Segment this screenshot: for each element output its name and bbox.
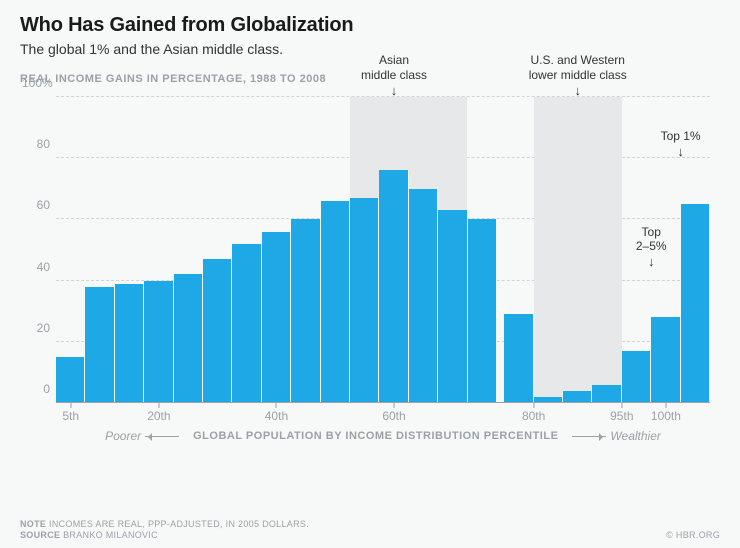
bar	[174, 274, 203, 403]
x-tick-mark	[665, 403, 666, 408]
x-tick-label: 100th	[651, 409, 681, 423]
x-tick-mark	[70, 403, 71, 408]
x-tick-label: 80th	[522, 409, 545, 423]
x-axis-center-label: GLOBAL POPULATION BY INCOME DISTRIBUTION…	[193, 430, 558, 442]
bar	[468, 219, 497, 403]
bar	[56, 357, 85, 403]
bar	[321, 201, 350, 403]
bar	[409, 189, 438, 403]
x-axis-left-label: Poorer	[105, 429, 141, 443]
bar	[144, 281, 173, 403]
x-tick-label: 60th	[382, 409, 405, 423]
annotation: Asianmiddle class↓	[361, 53, 427, 97]
bar	[232, 244, 261, 403]
x-tick-mark	[276, 403, 277, 408]
x-tick-label: 5th	[62, 409, 79, 423]
bar	[203, 259, 232, 403]
x-axis-baseline	[56, 402, 710, 403]
x-tick-mark	[533, 403, 534, 408]
note-text: INCOMES ARE REAL, PPP-ADJUSTED, IN 2005 …	[49, 519, 309, 529]
bar	[651, 317, 680, 403]
x-tick-label: 20th	[147, 409, 170, 423]
bar	[438, 210, 467, 403]
source-label: SOURCE	[20, 530, 60, 540]
x-tick-mark	[394, 403, 395, 408]
y-tick-label: 100%	[22, 76, 50, 90]
y-tick-label: 0	[22, 382, 50, 396]
arrow-left-icon	[145, 436, 179, 437]
x-axis-label-row: Poorer GLOBAL POPULATION BY INCOME DISTR…	[56, 429, 710, 443]
y-tick-label: 20	[22, 321, 50, 335]
bar	[681, 204, 710, 403]
y-tick-label: 60	[22, 198, 50, 212]
annotation: U.S. and Westernlower middle class↓	[529, 53, 627, 97]
x-tick-mark	[621, 403, 622, 408]
y-tick-label: 80	[22, 137, 50, 151]
x-tick-label: 40th	[265, 409, 288, 423]
x-tick-mark	[158, 403, 159, 408]
credit: © HBR.ORG	[666, 530, 720, 540]
bar	[350, 198, 379, 403]
bar	[291, 219, 320, 403]
chart: 020406080100%5th20th40th60th80th95th100t…	[20, 87, 720, 457]
bar	[379, 170, 408, 403]
note-label: NOTE	[20, 519, 46, 529]
bar	[262, 232, 291, 403]
bar	[592, 385, 621, 403]
bar	[85, 287, 114, 403]
arrow-right-icon	[572, 436, 606, 437]
chart-title: Who Has Gained from Globalization	[20, 14, 720, 37]
annotation: Top 1%↓	[661, 129, 701, 158]
chart-footer: NOTE INCOMES ARE REAL, PPP-ADJUSTED, IN …	[20, 518, 720, 540]
y-tick-label: 40	[22, 260, 50, 274]
bar	[622, 351, 651, 403]
bar	[504, 314, 533, 403]
source-text: BRANKO MILANOVIC	[63, 530, 158, 540]
x-tick-label: 95th	[610, 409, 633, 423]
bar	[115, 284, 144, 403]
annotation: Top2–5%↓	[636, 225, 667, 269]
x-axis-right-label: Wealthier	[610, 429, 660, 443]
